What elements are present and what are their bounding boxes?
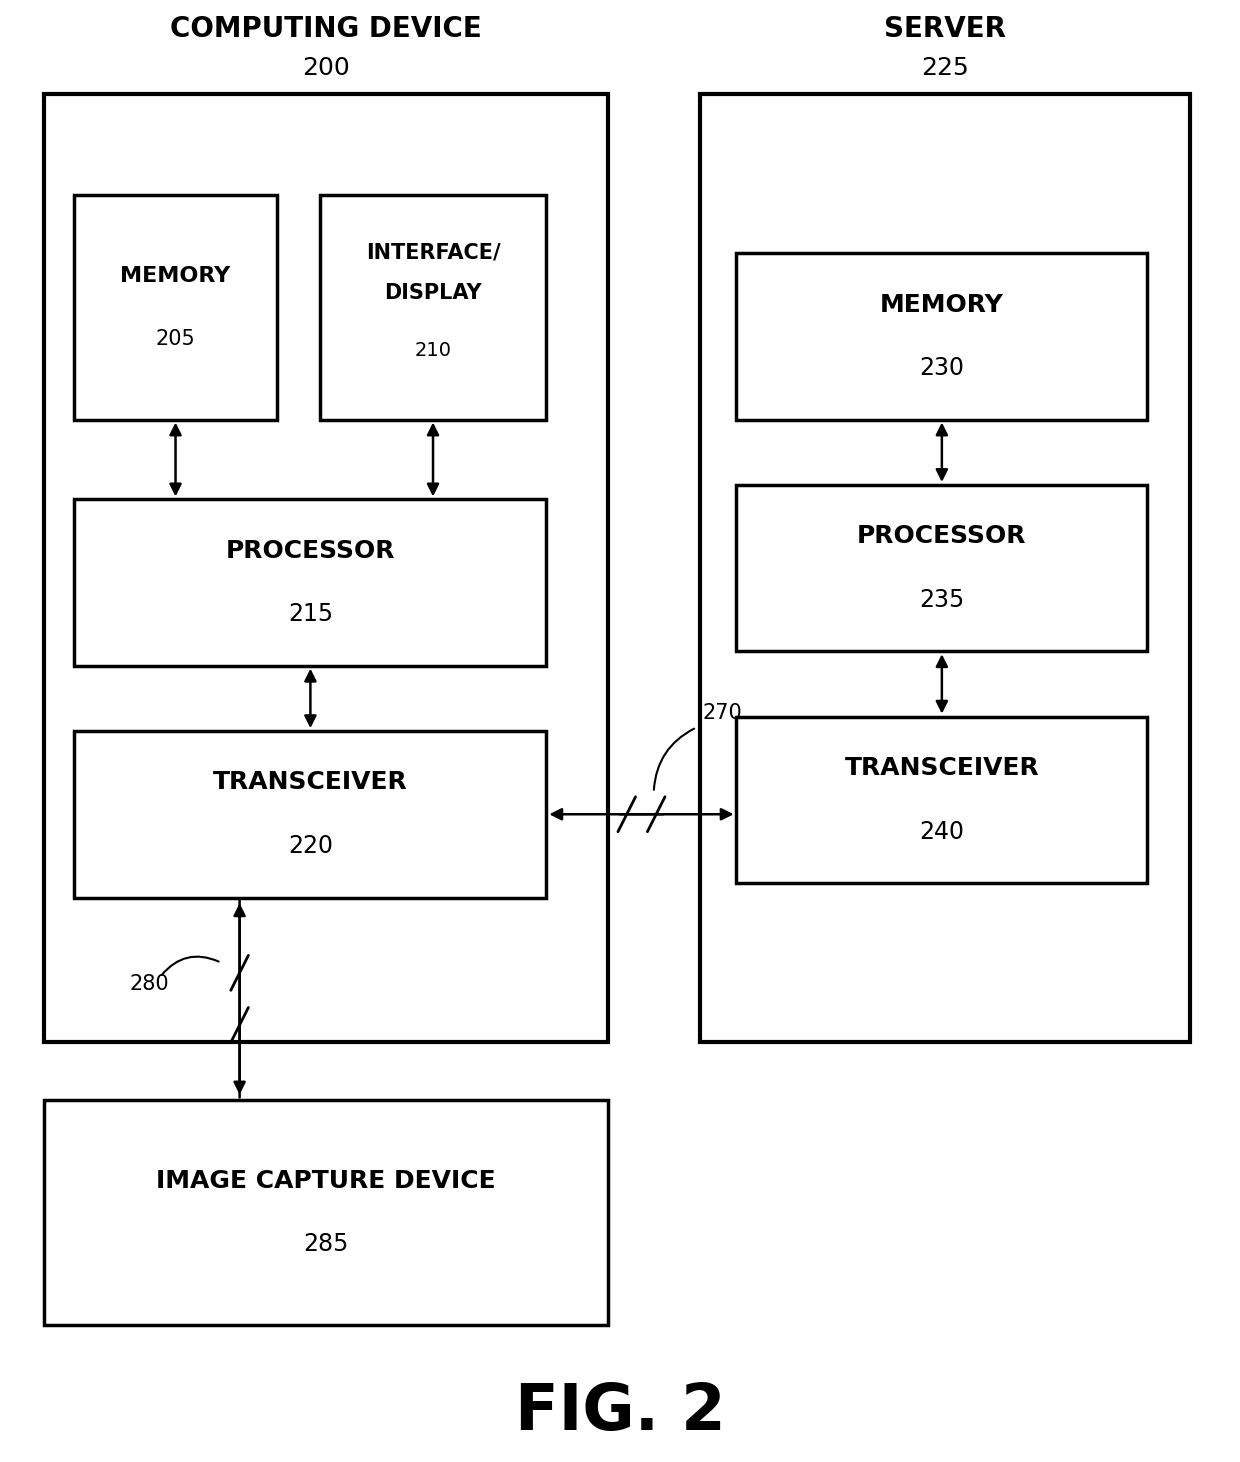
Bar bbox=[74, 196, 277, 420]
Text: 230: 230 bbox=[919, 357, 965, 380]
Bar bbox=[43, 1101, 608, 1325]
Text: 270: 270 bbox=[703, 703, 743, 722]
Text: INTERFACE/: INTERFACE/ bbox=[366, 243, 500, 262]
Bar bbox=[320, 196, 547, 420]
Text: TRANSCEIVER: TRANSCEIVER bbox=[213, 770, 408, 794]
Text: TRANSCEIVER: TRANSCEIVER bbox=[844, 756, 1039, 779]
Text: PROCESSOR: PROCESSOR bbox=[857, 525, 1027, 548]
Text: 285: 285 bbox=[303, 1232, 348, 1256]
Text: MEMORY: MEMORY bbox=[880, 292, 1004, 317]
Bar bbox=[737, 485, 1147, 652]
Text: 220: 220 bbox=[288, 835, 332, 858]
Text: 200: 200 bbox=[301, 56, 350, 80]
Text: FIG. 2: FIG. 2 bbox=[515, 1380, 725, 1443]
Text: 280: 280 bbox=[129, 974, 169, 994]
Text: MEMORY: MEMORY bbox=[120, 266, 231, 285]
Text: 240: 240 bbox=[919, 820, 965, 844]
Text: COMPUTING DEVICE: COMPUTING DEVICE bbox=[170, 15, 481, 42]
Text: IMAGE CAPTURE DEVICE: IMAGE CAPTURE DEVICE bbox=[156, 1168, 496, 1193]
Bar bbox=[43, 94, 608, 1042]
Text: 225: 225 bbox=[921, 56, 968, 80]
Text: PROCESSOR: PROCESSOR bbox=[226, 538, 396, 563]
Text: 235: 235 bbox=[919, 588, 965, 613]
Text: SERVER: SERVER bbox=[884, 15, 1006, 42]
Bar bbox=[737, 253, 1147, 420]
Text: 215: 215 bbox=[288, 602, 334, 626]
Text: DISPLAY: DISPLAY bbox=[384, 284, 482, 303]
Text: 205: 205 bbox=[156, 329, 196, 349]
Text: 210: 210 bbox=[414, 341, 451, 360]
Bar bbox=[74, 731, 547, 898]
Bar bbox=[737, 716, 1147, 883]
Bar bbox=[699, 94, 1190, 1042]
Bar bbox=[74, 500, 547, 665]
